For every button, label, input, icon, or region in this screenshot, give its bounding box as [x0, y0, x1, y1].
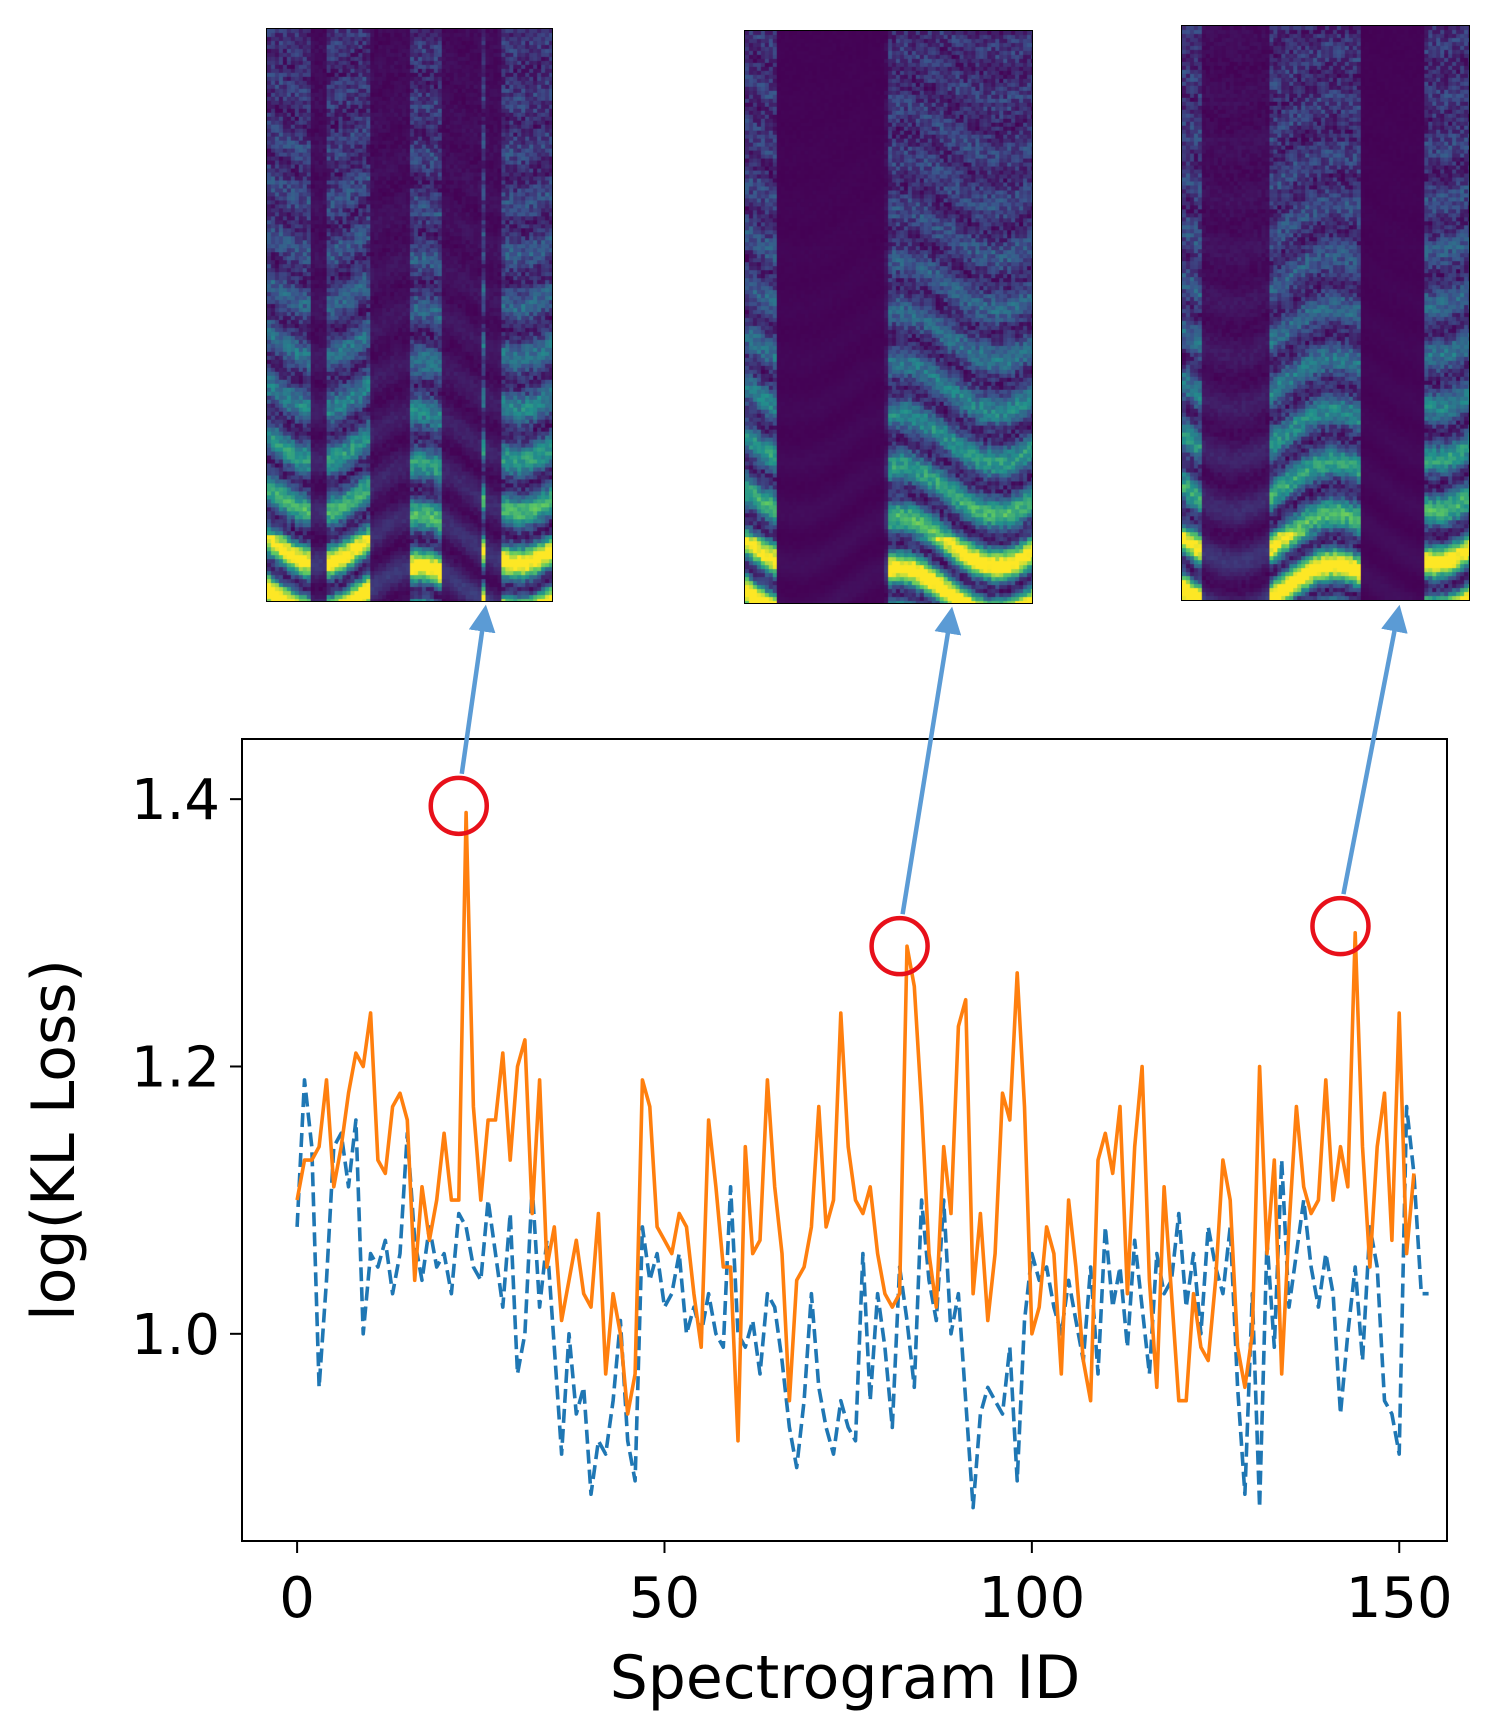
y-axis-label: log(KL Loss) [19, 959, 89, 1321]
series-layer [295, 810, 1429, 1510]
spectrogram-inset-1 [266, 28, 553, 602]
y-tick-label: 1.2 [131, 1035, 220, 1100]
spectrogram-heatmap-2 [745, 31, 1032, 603]
spectrogram-heatmap-3 [1182, 26, 1469, 600]
series-line-blue [295, 1078, 1429, 1510]
peak-arrow [1341, 604, 1408, 895]
peak-marker-circle [428, 775, 490, 837]
x-tick-label: 50 [629, 1566, 700, 1631]
spectrogram-heatmap-1 [267, 29, 552, 601]
spectrogram-inset-2 [744, 30, 1033, 604]
peak-marker-circle [869, 915, 930, 977]
peak-arrow [900, 606, 962, 915]
annotation-layer [428, 604, 1408, 977]
x-tick-label: 100 [978, 1566, 1085, 1631]
peak-arrow [459, 604, 496, 775]
peak-marker-circle [1310, 895, 1371, 957]
series-line-orange [295, 810, 1416, 1443]
x-tick-label: 150 [1346, 1566, 1453, 1631]
y-tick-label: 1.0 [131, 1303, 220, 1368]
plot-area-frame [241, 738, 1448, 1542]
spectrogram-inset-3 [1181, 25, 1470, 601]
axis-ticks: 0 50 100 150 1.0 1.2 1.4 [131, 768, 1453, 1631]
x-axis-label: Spectrogram ID [610, 1643, 1081, 1713]
x-tick-label: 0 [279, 1566, 315, 1631]
y-tick-label: 1.4 [131, 768, 220, 833]
